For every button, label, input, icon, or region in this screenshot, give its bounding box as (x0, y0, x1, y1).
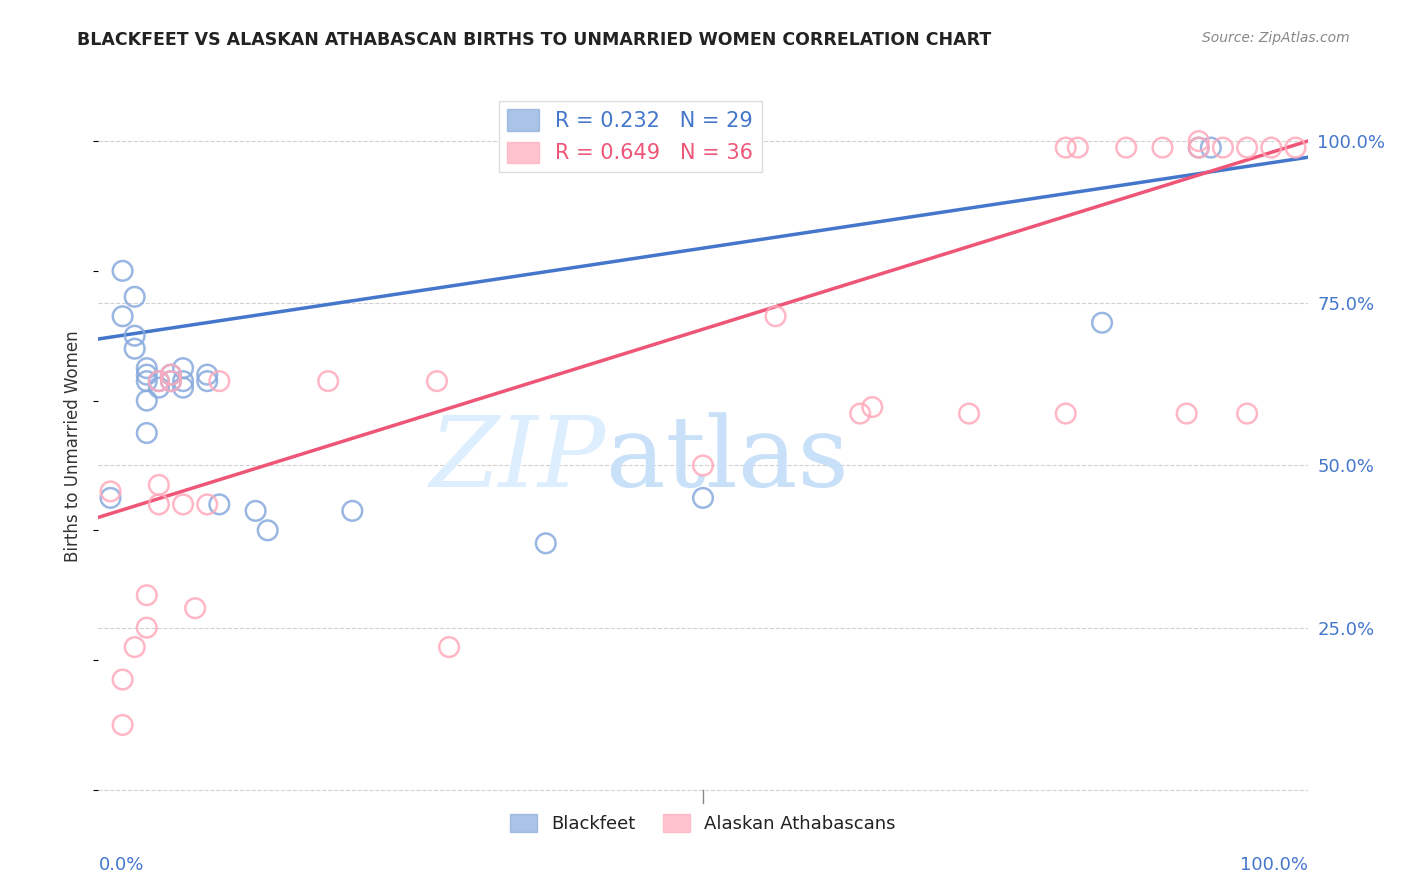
Point (1284, 140, 1306, 154)
Point (111, 310, 134, 324)
Point (160, 374, 183, 388)
Legend: Blackfeet, Alaskan Athabascans: Blackfeet, Alaskan Athabascans (503, 806, 903, 840)
Point (1115, 140, 1137, 154)
Text: atlas: atlas (606, 412, 849, 508)
Point (245, 504, 267, 518)
Point (100, 491, 122, 505)
Point (316, 374, 339, 388)
Point (172, 374, 194, 388)
Point (1188, 140, 1211, 154)
Point (1188, 134, 1211, 148)
Point (1188, 140, 1211, 154)
Point (1054, 140, 1077, 154)
Point (148, 381, 170, 395)
Point (135, 425, 157, 440)
Point (195, 497, 218, 511)
Point (208, 497, 231, 511)
Point (1067, 140, 1090, 154)
Point (534, 536, 557, 550)
Point (1236, 407, 1258, 421)
Point (135, 621, 157, 635)
Point (111, 718, 134, 732)
Point (765, 310, 787, 324)
Point (256, 524, 278, 538)
Point (160, 374, 183, 388)
Text: BLACKFEET VS ALASKAN ATHABASCAN BIRTHS TO UNMARRIED WOMEN CORRELATION CHART: BLACKFEET VS ALASKAN ATHABASCAN BIRTHS T… (77, 31, 991, 49)
Point (148, 374, 170, 388)
Point (860, 400, 883, 414)
Point (1236, 140, 1258, 154)
Point (135, 393, 157, 408)
Text: ZIP: ZIP (430, 413, 606, 508)
Point (124, 290, 146, 304)
Point (172, 381, 194, 395)
Point (111, 673, 134, 687)
Point (692, 458, 714, 473)
Point (1152, 140, 1174, 154)
Point (124, 640, 146, 654)
Point (172, 497, 194, 511)
Point (437, 640, 460, 654)
Point (160, 368, 183, 382)
Text: Source: ZipAtlas.com: Source: ZipAtlas.com (1202, 31, 1350, 45)
Y-axis label: Births to Unmarried Women: Births to Unmarried Women (65, 330, 83, 562)
Point (135, 374, 157, 388)
Point (1260, 140, 1282, 154)
Point (124, 328, 146, 343)
Point (148, 374, 170, 388)
Point (1212, 140, 1234, 154)
Point (426, 374, 449, 388)
Point (195, 368, 218, 382)
Text: 100.0%: 100.0% (1240, 856, 1308, 874)
Point (100, 484, 122, 499)
Point (957, 407, 980, 421)
Point (148, 478, 170, 492)
Point (1175, 407, 1198, 421)
Point (1054, 407, 1077, 421)
Point (160, 368, 183, 382)
Point (124, 342, 146, 356)
Point (135, 361, 157, 376)
Point (1091, 316, 1114, 330)
Point (148, 497, 170, 511)
Point (135, 368, 157, 382)
Point (849, 407, 872, 421)
Text: 0.0%: 0.0% (98, 856, 143, 874)
Point (172, 361, 194, 376)
Point (1199, 140, 1222, 154)
Point (195, 374, 218, 388)
Point (111, 264, 134, 278)
Point (208, 374, 231, 388)
Point (184, 601, 207, 615)
Point (135, 588, 157, 602)
Point (342, 504, 364, 518)
Point (692, 491, 714, 505)
